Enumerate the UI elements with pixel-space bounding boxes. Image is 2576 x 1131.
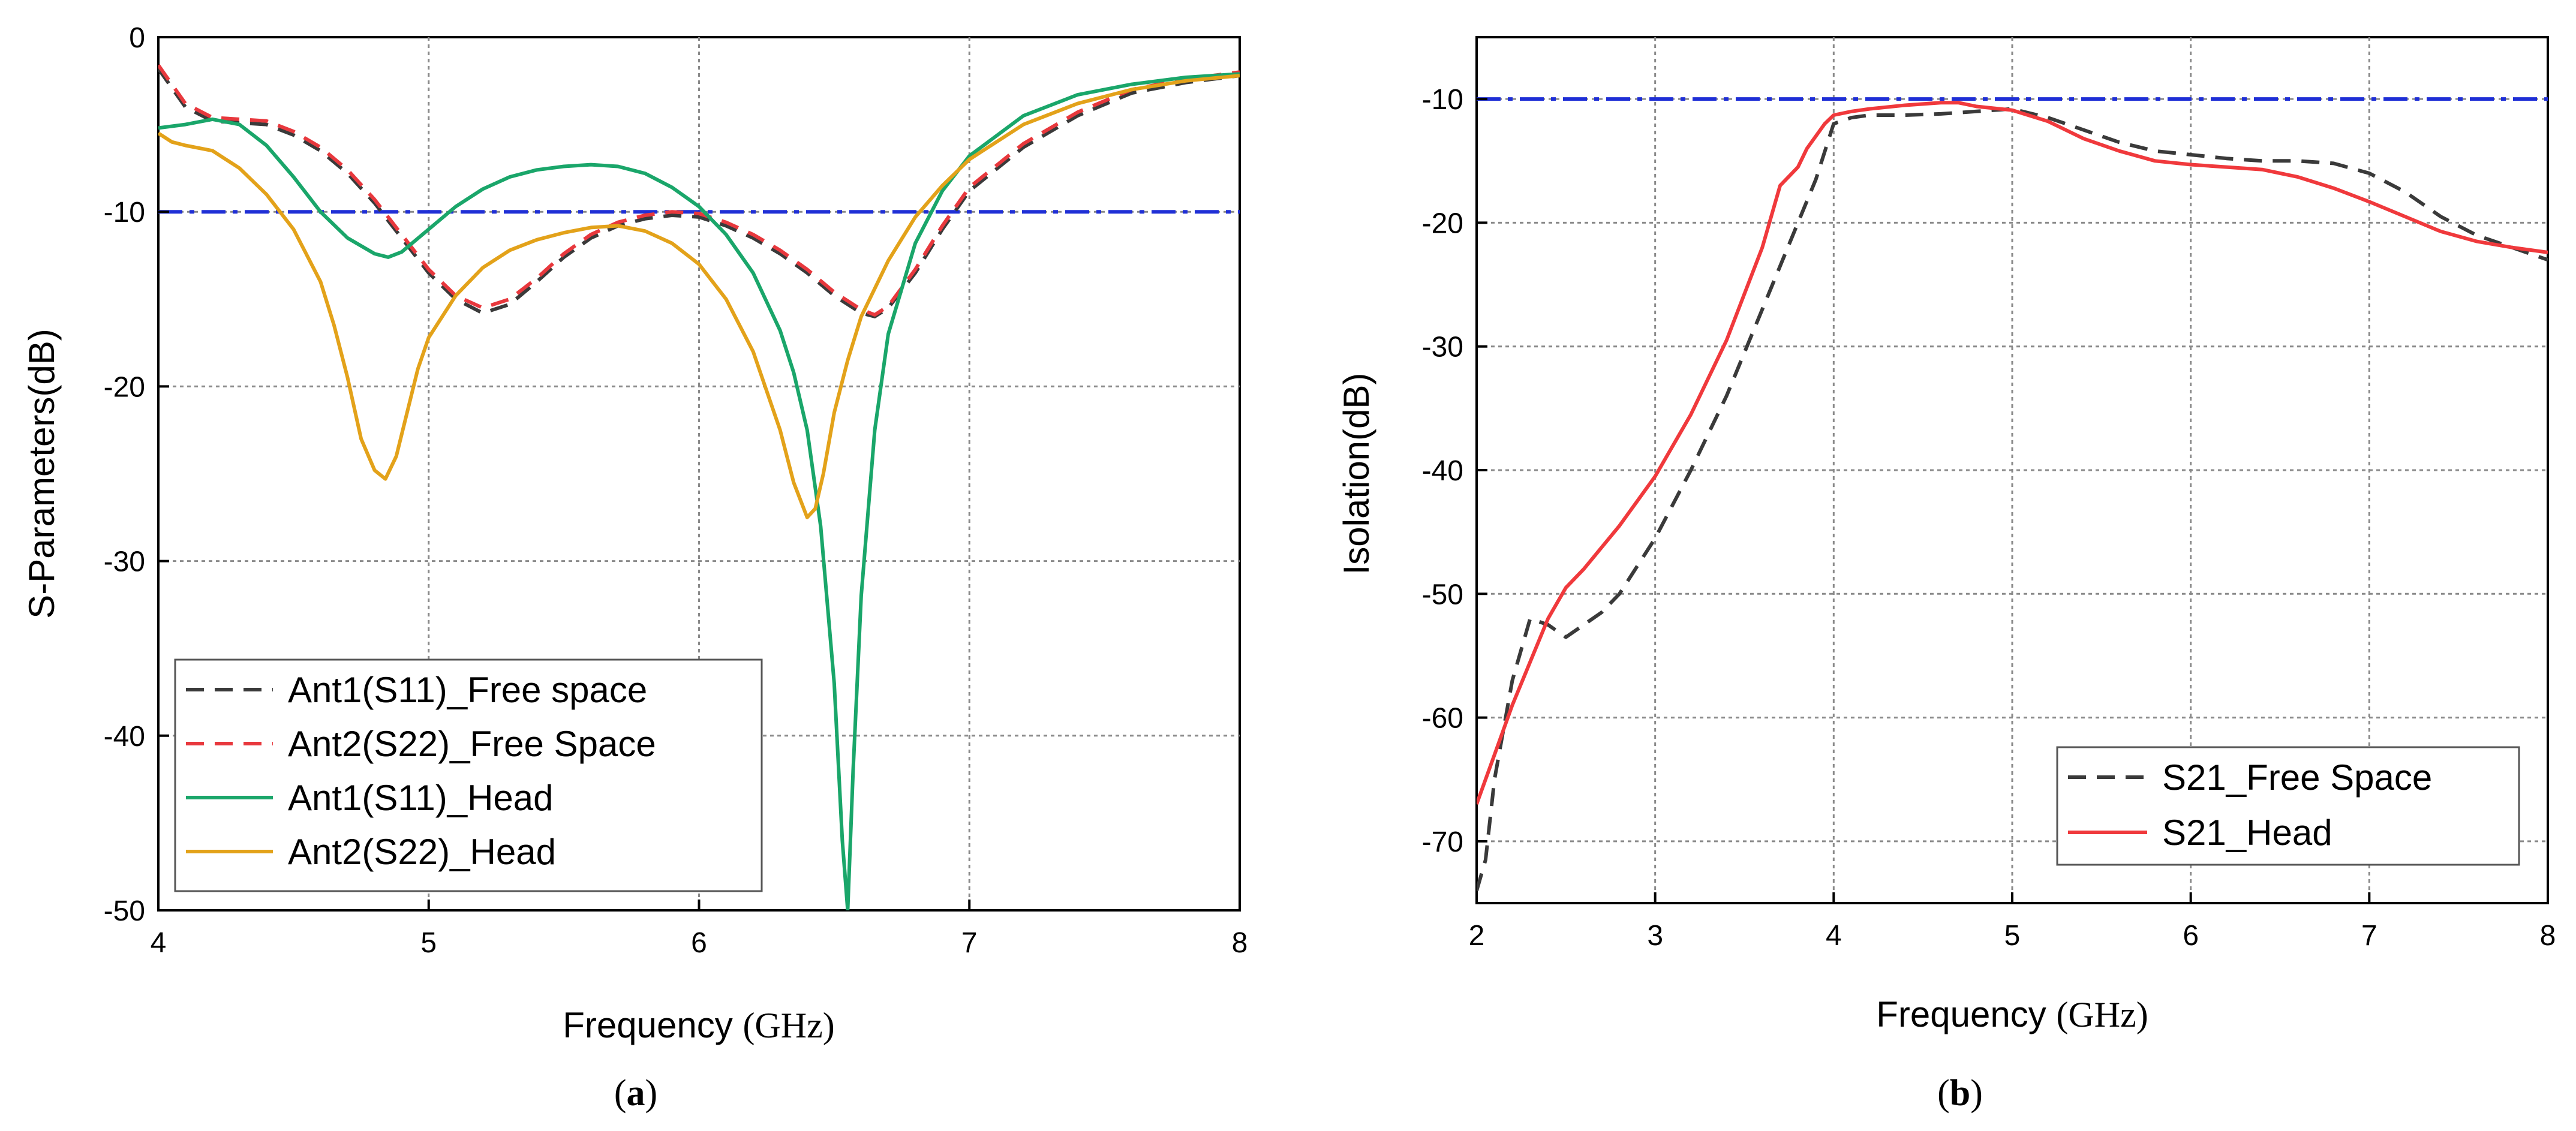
y-tick-label: -20 — [104, 371, 145, 403]
x-tick-label: 8 — [2540, 920, 2556, 952]
series-line-3 — [158, 72, 1240, 910]
series-line-2 — [158, 64, 1240, 317]
panel-a-series — [158, 64, 1240, 910]
panel-b: 2 3 4 5 6 7 8 -10 -20 -30 -40 -50 -60 -70 Frequency (… — [1336, 36, 2556, 1114]
panel-a-y-label: S-Parameters(dB) — [22, 329, 62, 618]
y-tick-label: -70 — [1422, 826, 1463, 858]
x-tick-label: 2 — [1469, 920, 1485, 952]
panel-b-caption: (b) — [1937, 1073, 1983, 1114]
x-tick-label: 3 — [1647, 920, 1663, 952]
legend-label: Ant1(S11)_Head — [288, 778, 554, 818]
panel-a-x-label: Frequency (GHz) — [563, 1005, 834, 1045]
panel-b-x-label: Frequency (GHz) — [1876, 994, 2148, 1034]
x-tick-label: 7 — [961, 927, 978, 959]
panel-a-caption: (a) — [614, 1073, 657, 1114]
panel-a: 4 5 6 7 8 0 -10 -20 -30 -40 -50 Frequency (GHz) S-… — [22, 22, 1248, 1114]
legend-label: Ant2(S22)_Free Space — [288, 724, 656, 764]
panel-a-legend: Ant1(S11)_Free space Ant2(S22)_Free Space… — [174, 658, 763, 892]
panel-b-series — [1477, 101, 2548, 892]
panel-a-ticks: 4 5 6 7 8 0 -10 -20 -30 -40 -50 — [104, 22, 1248, 959]
legend-label: S21_Head — [2162, 813, 2332, 853]
x-tick-label: 6 — [691, 927, 707, 959]
y-tick-label: -50 — [104, 895, 145, 927]
y-tick-label: 0 — [129, 22, 145, 54]
series-line-2 — [1477, 101, 2548, 805]
legend-label: Ant1(S11)_Free space — [288, 670, 647, 710]
panel-b-y-label: Isolation(dB) — [1336, 373, 1376, 575]
y-tick-label: -10 — [1422, 84, 1463, 116]
panel-b-legend-box — [2056, 746, 2520, 866]
y-tick-label: -10 — [104, 197, 145, 228]
series-line-1 — [1477, 107, 2548, 892]
series-line-1 — [158, 67, 1240, 318]
panel-b-ticks: 2 3 4 5 6 7 8 -10 -20 -30 -40 -50 -60 -70 — [1422, 84, 2556, 952]
y-tick-label: -40 — [1422, 455, 1463, 487]
legend-label: Ant2(S22)_Head — [288, 832, 556, 872]
y-tick-label: -40 — [104, 721, 145, 753]
x-tick-label: 4 — [1826, 920, 1842, 952]
panel-b-grid — [1477, 37, 2548, 903]
legend-label: S21_Free Space — [2162, 757, 2432, 798]
y-tick-label: -60 — [1422, 703, 1463, 735]
series-line-4 — [158, 74, 1240, 519]
x-tick-label: 5 — [420, 927, 437, 959]
y-tick-label: -20 — [1422, 207, 1463, 239]
x-tick-label: 4 — [151, 927, 167, 959]
x-tick-label: 7 — [2361, 920, 2377, 952]
x-tick-label: 6 — [2183, 920, 2199, 952]
y-tick-label: -30 — [104, 546, 145, 578]
panel-b-legend: S21_Free Space S21_Head — [2056, 746, 2520, 866]
x-tick-label: 8 — [1232, 927, 1248, 959]
y-tick-label: -50 — [1422, 579, 1463, 610]
x-tick-label: 5 — [2004, 920, 2021, 952]
y-tick-label: -30 — [1422, 332, 1463, 363]
